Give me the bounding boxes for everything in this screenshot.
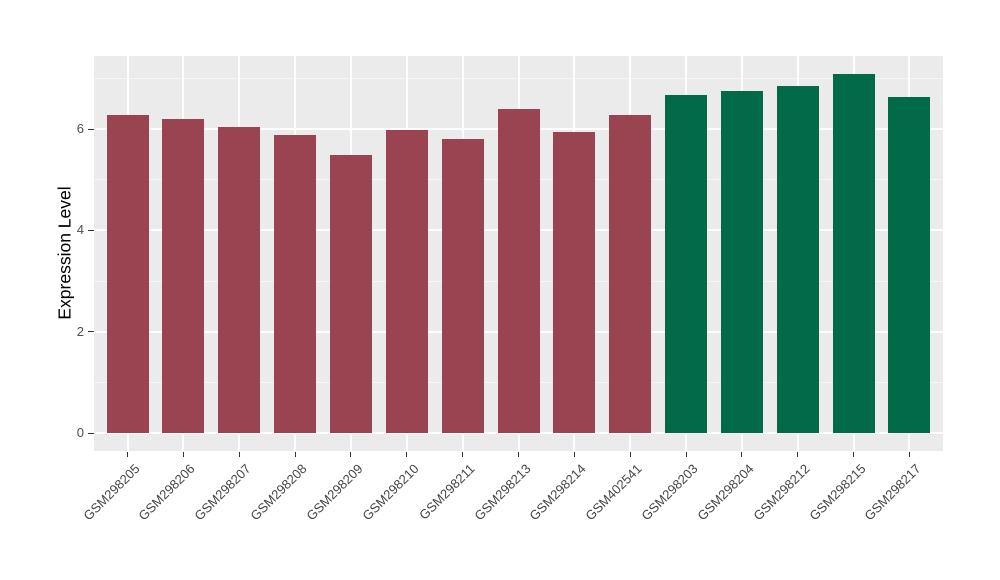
bar-GSM298210 — [385, 130, 428, 433]
x-tick-mark-GSM298204 — [741, 452, 743, 457]
bar-GSM402541 — [609, 114, 652, 433]
y-tick-mark-2 — [88, 331, 94, 333]
bar-GSM298205 — [106, 114, 149, 433]
x-tick-mark-GSM298203 — [685, 452, 687, 457]
bar-GSM298203 — [665, 94, 708, 433]
bar-GSM298211 — [441, 139, 484, 433]
x-tick-mark-GSM402541 — [629, 452, 631, 457]
x-tick-mark-GSM298212 — [797, 452, 799, 457]
y-tick-label-4: 4 — [76, 222, 84, 238]
x-tick-label-GSM402541: GSM402541 — [582, 461, 645, 524]
x-tick-mark-GSM298217 — [908, 452, 910, 457]
bar-GSM298206 — [162, 118, 205, 433]
x-tick-mark-GSM298215 — [853, 452, 855, 457]
x-tick-mark-GSM298213 — [518, 452, 519, 457]
x-tick-label-GSM298208: GSM298208 — [247, 461, 310, 524]
y-tick-mark-6 — [88, 128, 94, 130]
bar-GSM298217 — [888, 96, 931, 433]
y-tick-label-2: 2 — [76, 323, 84, 339]
plot-panel — [94, 56, 943, 451]
x-tick-mark-GSM298214 — [573, 452, 575, 457]
y-axis-title: Expression Level — [54, 186, 75, 320]
x-tick-label-GSM298206: GSM298206 — [135, 461, 198, 524]
x-tick-label-GSM298217: GSM298217 — [861, 461, 925, 524]
x-tick-label-GSM298210: GSM298210 — [359, 461, 422, 524]
y-tick-label-0: 0 — [76, 425, 84, 440]
x-tick-label-GSM298207: GSM298207 — [191, 461, 254, 524]
x-tick-mark-GSM298208 — [294, 452, 296, 457]
x-tick-label-GSM298212: GSM298212 — [750, 461, 813, 524]
x-tick-mark-GSM298206 — [182, 452, 184, 457]
x-tick-mark-GSM298209 — [350, 452, 352, 457]
x-tick-mark-GSM298207 — [238, 452, 240, 457]
y-tick-label-6: 6 — [76, 121, 84, 137]
y-tick-mark-4 — [88, 229, 94, 231]
x-tick-label-GSM298211: GSM298211 — [415, 461, 478, 523]
x-tick-mark-GSM298205 — [127, 452, 128, 457]
bar-GSM298214 — [553, 131, 596, 433]
bar-GSM298207 — [218, 126, 261, 433]
x-tick-label-GSM298203: GSM298203 — [638, 461, 701, 524]
bar-GSM298215 — [832, 74, 875, 433]
y-tick-mark-0 — [88, 432, 94, 434]
bar-GSM298213 — [497, 108, 540, 433]
x-tick-label-GSM298209: GSM298209 — [303, 461, 366, 524]
x-tick-mark-GSM298211 — [462, 452, 464, 457]
x-tick-label-GSM298214: GSM298214 — [526, 461, 589, 524]
x-tick-label-GSM298213: GSM298213 — [470, 461, 534, 524]
bar-GSM298212 — [776, 86, 819, 433]
x-tick-label-GSM298204: GSM298204 — [694, 461, 757, 524]
bar-GSM298209 — [329, 154, 372, 433]
x-tick-label-GSM298215: GSM298215 — [806, 461, 869, 524]
x-tick-label-GSM298205: GSM298205 — [79, 461, 143, 524]
bar-GSM298204 — [720, 90, 763, 433]
x-tick-mark-GSM298210 — [406, 452, 408, 457]
bar-GSM298208 — [274, 135, 317, 433]
